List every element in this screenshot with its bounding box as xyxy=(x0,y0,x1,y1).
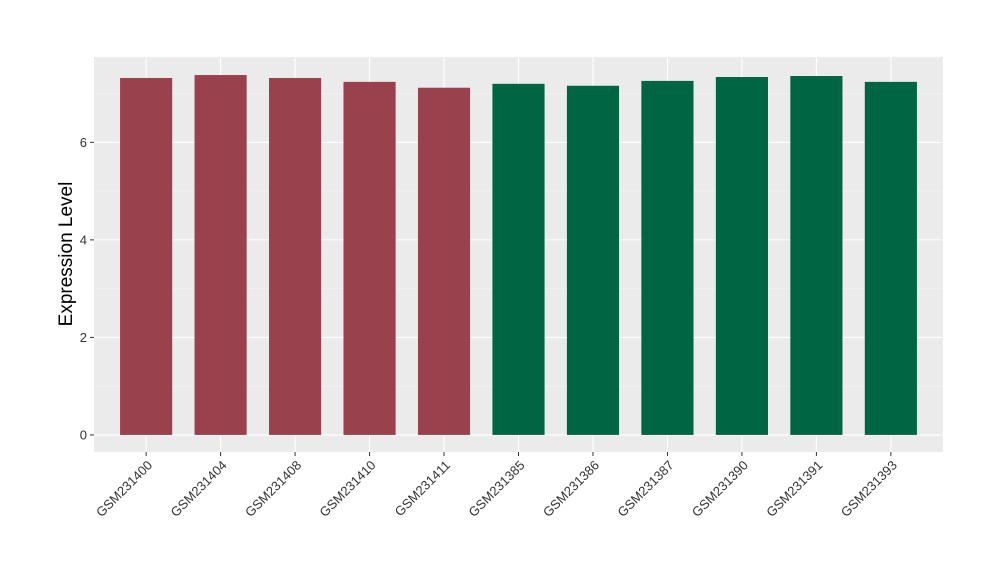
y-axis-title: Expression Level xyxy=(56,182,77,327)
bar-gsm231393 xyxy=(864,81,917,435)
bar-gsm231390 xyxy=(715,76,768,435)
bar-gsm231391 xyxy=(790,76,843,435)
bar-gsm231404 xyxy=(194,75,247,435)
bar-gsm231387 xyxy=(641,80,694,435)
y-axis: 0 2 4 6 xyxy=(80,135,94,442)
bar-gsm231411 xyxy=(417,87,471,435)
bar-gsm231385 xyxy=(492,83,545,435)
y-tick-label: 2 xyxy=(80,330,87,345)
y-tick-label: 4 xyxy=(80,232,87,247)
y-tick-label: 6 xyxy=(80,135,87,150)
bar-gsm231408 xyxy=(269,77,322,435)
y-tick-label: 0 xyxy=(80,427,87,442)
bar-series xyxy=(120,75,917,435)
bar-gsm231410 xyxy=(343,81,396,435)
bar-gsm231400 xyxy=(120,77,173,435)
bar-gsm231386 xyxy=(566,85,620,435)
